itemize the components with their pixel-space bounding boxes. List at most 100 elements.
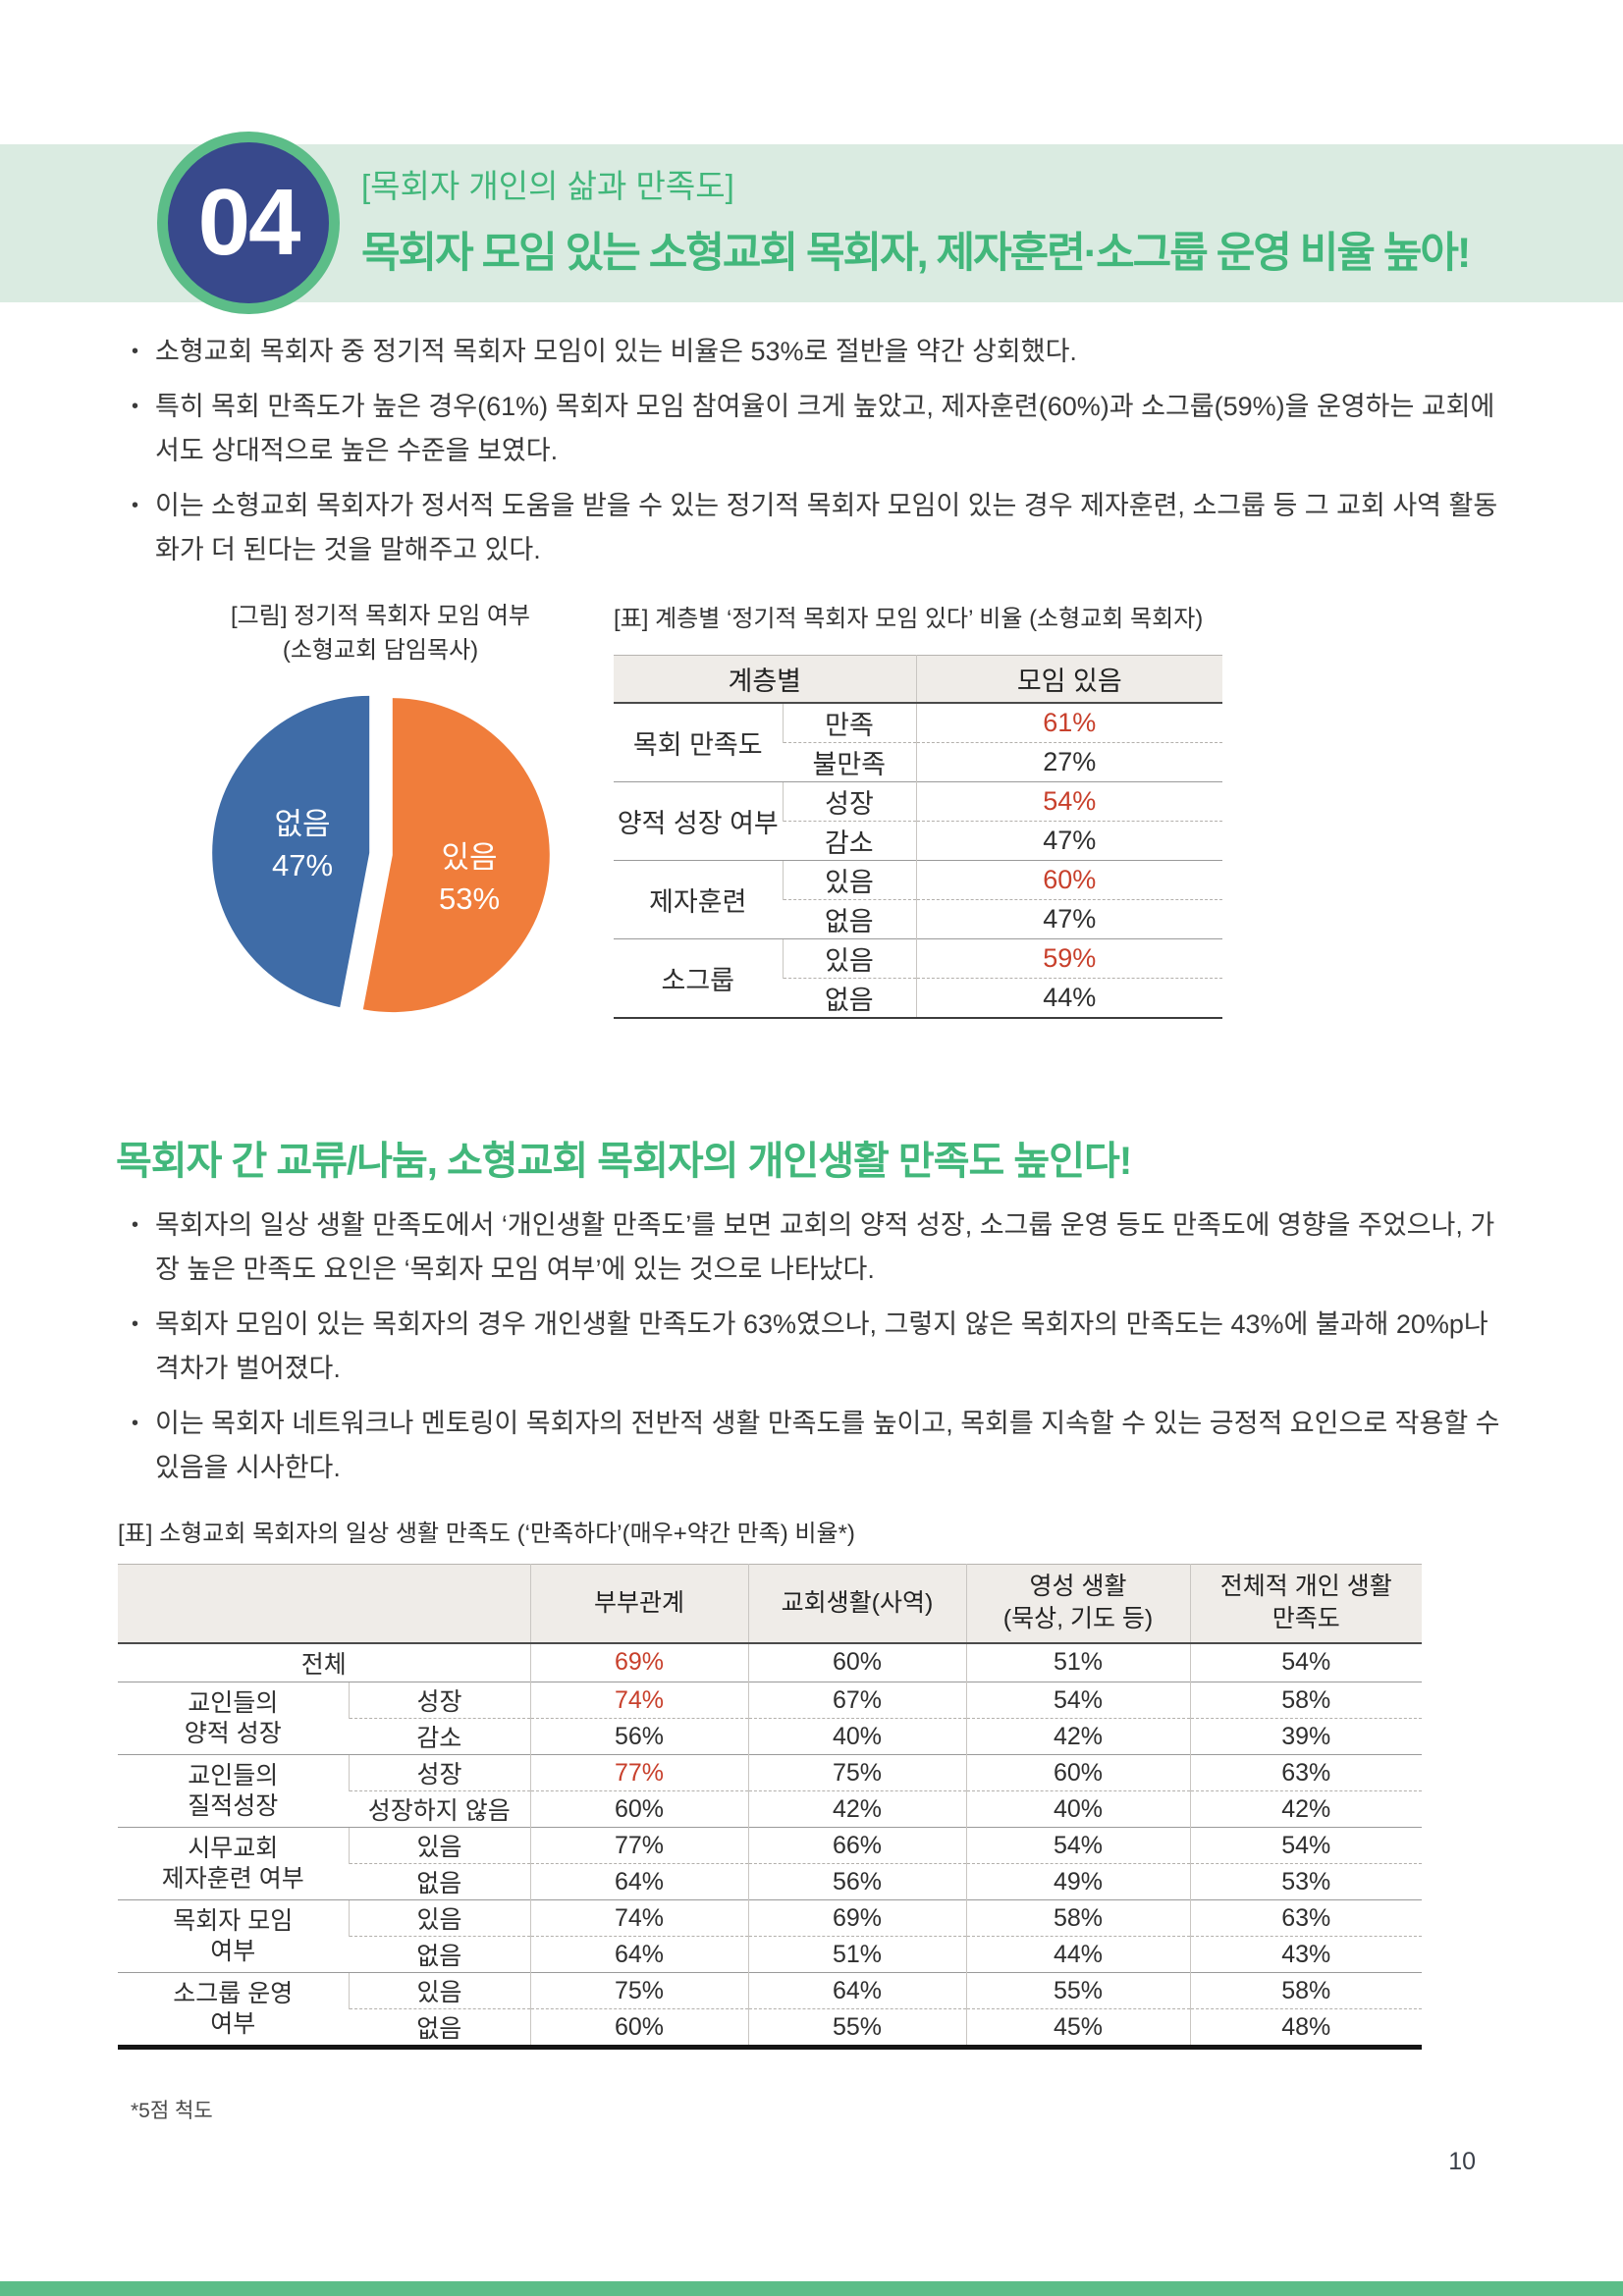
column-header: 부부관계 <box>529 1564 748 1644</box>
table-row: 없음 64% 56% 49% 53% <box>118 1863 1422 1900</box>
pie-slice-no <box>211 695 369 1008</box>
sub-label: 불만족 <box>783 741 916 781</box>
sub-label: 없음 <box>349 2008 530 2048</box>
table-row: 교인들의 양적 성장 성장 74% 67% 54% 58% <box>118 1682 1422 1755</box>
table-header-row: 부부관계 교회생활(사역) 영성 생활 (묵상, 기도 등) 전체적 개인 생활… <box>118 1564 1422 1644</box>
cell-value: 40% <box>965 1790 1190 1828</box>
cell-value: 42% <box>965 1718 1190 1755</box>
figure-caption-line1: [그림] 정기적 목회자 모임 여부 <box>231 603 530 629</box>
section-number-badge: 04 <box>157 132 340 314</box>
table-row: 시무교회 제자훈련 여부 있음 77% 66% 54% 54% <box>118 1827 1422 1900</box>
bullet-item: 목회자 모임이 있는 목회자의 경우 개인생활 만족도가 63%였으나, 그렇지… <box>129 1303 1515 1391</box>
table-row: 소그룹 운영 여부 있음 75% 64% 55% 58% <box>118 1972 1422 2048</box>
section2-bullet-list: 목회자의 일상 생활 만족도에서 ‘개인생활 만족도’를 보면 교회의 양적 성… <box>129 1203 1515 1501</box>
cell-value: 59% <box>915 937 1222 978</box>
sub-label: 있음 <box>782 937 916 978</box>
table-row: 목회자 모임 여부 있음 74% 69% 58% 63% <box>118 1899 1422 1973</box>
figure-caption: [그림] 정기적 목회자 모임 여부 (소형교회 담임목사) <box>147 599 614 667</box>
pie-value-yes: 53% <box>438 881 499 916</box>
column-header-value: 모임 있음 <box>915 655 1222 704</box>
cell-value: 54% <box>965 1827 1190 1864</box>
group-label: 목회자 모임 여부 <box>118 1899 349 1973</box>
cell-value: 42% <box>747 1790 966 1828</box>
cell-value: 60% <box>529 1790 748 1828</box>
cell-value: 55% <box>965 1972 1190 2009</box>
sub-label: 성장 <box>348 1754 530 1791</box>
cell-value: 42% <box>1189 1790 1422 1828</box>
column-header: 영성 생활 (묵상, 기도 등) <box>965 1564 1190 1644</box>
sub-label: 없음 <box>783 977 916 1018</box>
sub-label: 없음 <box>783 898 916 938</box>
pie-label-no: 없음 <box>274 807 330 841</box>
cell-value: 60% <box>529 2008 748 2048</box>
section1-bullet-list: 소형교회 목회자 중 정기적 목회자 모임이 있는 비율은 53%로 절반을 약… <box>129 330 1515 583</box>
cell-value: 54% <box>965 1682 1190 1719</box>
page-number: 10 <box>1448 2148 1476 2175</box>
cell-value: 40% <box>747 1718 966 1755</box>
cell-value: 74% <box>529 1899 748 1937</box>
group-label: 시무교회 제자훈련 여부 <box>118 1827 349 1900</box>
segment-table-block: [표] 계층별 ‘정기적 목회자 모임 있다’ 비율 (소형교회 목회자) 계층… <box>614 599 1224 1019</box>
cell-value: 54% <box>1189 1827 1422 1864</box>
table-row: 없음 64% 51% 44% 43% <box>118 1936 1422 1973</box>
group-label: 교인들의 양적 성장 <box>118 1682 349 1755</box>
cell-value: 58% <box>1189 1972 1422 2009</box>
table-row: 없음 44% <box>614 977 1222 1018</box>
sub-label: 감소 <box>783 820 916 860</box>
cell-value: 56% <box>529 1718 748 1755</box>
table-row: 없음 60% 55% 45% 48% <box>118 2008 1422 2048</box>
cell-value: 54% <box>915 780 1222 821</box>
table-row: 제자훈련 있음 60% <box>614 859 1222 938</box>
column-header: 교회생활(사역) <box>747 1564 966 1644</box>
cell-value: 77% <box>529 1754 748 1791</box>
cell-value: 63% <box>1189 1899 1422 1937</box>
table-footnote: *5점 척도 <box>131 2100 213 2122</box>
cell-value: 47% <box>915 820 1222 860</box>
cell-value: 39% <box>1189 1718 1422 1755</box>
table-row: 감소 47% <box>614 820 1222 860</box>
satisfaction-table-block: [표] 소형교회 목회자의 일상 생활 만족도 (‘만족하다’(매우+약간 만족… <box>118 1514 1424 2050</box>
sub-label: 없음 <box>349 1936 530 1973</box>
pie-chart: 없음 47% 있음 53% <box>211 695 550 1013</box>
cell-value: 60% <box>747 1642 966 1682</box>
table-row: 성장하지 않음 60% 42% 40% 42% <box>118 1790 1422 1828</box>
pie-value-no: 47% <box>271 848 332 882</box>
figure-and-table-row: [그림] 정기적 목회자 모임 여부 (소형교회 담임목사) 없음 47% 있음… <box>147 599 1224 1027</box>
table-row: 소그룹 있음 59% <box>614 937 1222 1018</box>
bullet-item: 이는 목회자 네트워크나 멘토링이 목회자의 전반적 생활 만족도를 높이고, … <box>129 1402 1515 1490</box>
group-label: 목회 만족도 <box>632 729 763 760</box>
cell-value: 75% <box>529 1972 748 2009</box>
group-label: 교인들의 질적성장 <box>118 1754 349 1828</box>
sub-label: 감소 <box>349 1718 530 1755</box>
cell-value: 64% <box>747 1972 966 2009</box>
section-title: 목회자 모임 있는 소형교회 목회자, 제자훈련·소그룹 운영 비율 높아! <box>361 230 1471 277</box>
pie-slice-yes <box>362 698 550 1013</box>
cell-value: 45% <box>965 2008 1190 2048</box>
cell-value: 66% <box>747 1827 966 1864</box>
table-row: 목회 만족도 만족 61% <box>614 702 1222 760</box>
cell-value: 64% <box>529 1936 748 1973</box>
cell-value: 60% <box>965 1754 1190 1791</box>
sub-label: 만족 <box>782 702 916 742</box>
group-label: 제자훈련 <box>614 859 783 938</box>
bullet-item: 특히 목회 만족도가 높은 경우(61%) 목회자 모임 참여율이 크게 높았고… <box>129 385 1515 473</box>
cell-value: 54% <box>1189 1642 1422 1682</box>
table-row: 감소 56% 40% 42% 39% <box>118 1718 1422 1755</box>
cell-value: 27% <box>915 741 1222 781</box>
cell-value: 58% <box>1189 1682 1422 1719</box>
column-header-blank <box>118 1564 530 1644</box>
table-row: 없음 47% <box>614 898 1222 938</box>
table-header-row: 계층별 모임 있음 <box>614 655 1222 704</box>
group-label: 양적 성장 여부 <box>614 780 783 860</box>
table-row: 교인들의 질적성장 성장 77% 75% 60% 63% <box>118 1754 1422 1828</box>
segment-table-caption: [표] 계층별 ‘정기적 목회자 모임 있다’ 비율 (소형교회 목회자) <box>614 606 1204 632</box>
table-row: 불만족 27% <box>614 741 1222 781</box>
header-band: 04 [목회자 개인의 삶과 만족도] 목회자 모임 있는 소형교회 목회자, … <box>0 132 1623 314</box>
footer-accent-bar <box>0 2281 1623 2296</box>
sub-label: 있음 <box>348 1972 530 2009</box>
section-kicker: [목회자 개인의 삶과 만족도] <box>361 168 734 204</box>
cell-value: 60% <box>915 859 1222 899</box>
satisfaction-table: 부부관계 교회생활(사역) 영성 생활 (묵상, 기도 등) 전체적 개인 생활… <box>118 1564 1422 2050</box>
cell-value: 64% <box>529 1863 748 1900</box>
cell-value: 63% <box>1189 1754 1422 1791</box>
